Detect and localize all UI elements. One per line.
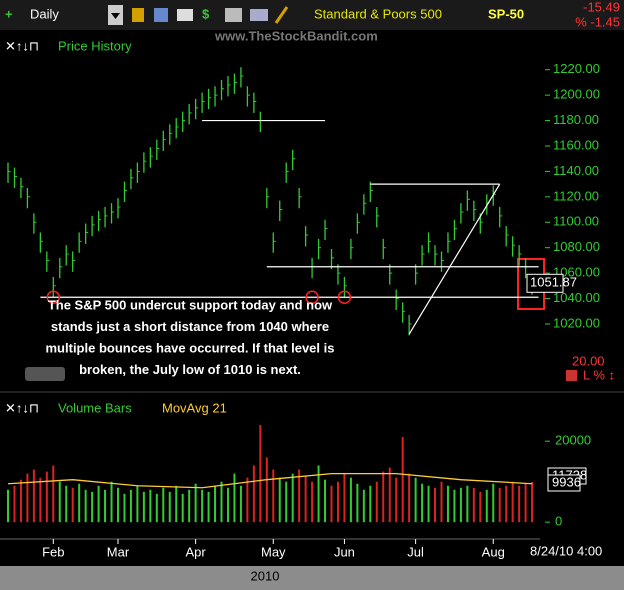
symbol: SP-50: [488, 6, 524, 21]
save-icon[interactable]: [154, 8, 168, 22]
annotation: broken, the July low of 1010 is next.: [79, 362, 301, 377]
y-tick-label: 1060.00: [553, 265, 600, 280]
x-tick-label: Feb: [42, 544, 64, 559]
date-label: 8/24/10 4:00: [530, 543, 602, 558]
y-tick-label: 0: [555, 514, 562, 529]
symbol-name: Standard & Poors 500: [314, 6, 442, 21]
x-tick-label: May: [261, 544, 286, 559]
add-icon[interactable]: +: [5, 6, 13, 21]
percent-change: % -1.45: [575, 14, 620, 29]
indicator-label: 20.00: [572, 353, 605, 368]
y-tick-label: 1140.00: [553, 163, 599, 178]
last-price-box: [526, 273, 564, 293]
y-tick-label: 1200.00: [553, 87, 600, 102]
x-tick-label: Mar: [107, 544, 130, 559]
print-icon[interactable]: [225, 8, 242, 22]
volume-box: [547, 474, 581, 492]
y-tick-label: 1220.00: [553, 61, 600, 76]
options-icons[interactable]: L % ↕: [583, 367, 615, 382]
trend-line: [408, 183, 501, 335]
year-label: 2010: [251, 568, 280, 583]
moving-average: [7, 472, 533, 489]
dropdown-arrow: [111, 13, 120, 19]
panel-icons[interactable]: ✕↑↓⊓: [5, 38, 39, 53]
y-tick-label: 1160.00: [553, 137, 599, 152]
y-tick-label: 1120.00: [553, 188, 599, 203]
note-icon[interactable]: [250, 9, 268, 21]
y-tick-label: 20000: [555, 433, 591, 448]
annotation: The S&P 500 undercut support today and n…: [48, 297, 333, 312]
y-tick-label: 1080.00: [553, 239, 600, 254]
ma-title: MovAvg 21: [162, 400, 227, 415]
x-tick-label: Jun: [334, 544, 355, 559]
x-tick-label: Apr: [186, 544, 207, 559]
alert-icon[interactable]: [566, 370, 577, 381]
watermark: www.TheStockBandit.com: [214, 28, 378, 43]
lock-icon[interactable]: [132, 8, 144, 22]
volume-value: 9936: [552, 474, 581, 489]
low-marker: [305, 290, 319, 305]
panel-icons[interactable]: ✕↑↓⊓: [5, 400, 39, 415]
annotation: multiple bounces have occurred. If that …: [46, 340, 335, 355]
y-tick-label: 1100.00: [553, 214, 599, 229]
year-bar: [0, 566, 624, 590]
y-tick-label: 1020.00: [553, 315, 600, 330]
mail-icon[interactable]: [177, 9, 193, 21]
annotation: stands just a short distance from 1040 w…: [51, 319, 329, 334]
y-tick-label: 1180.00: [553, 112, 599, 127]
pencil-icon[interactable]: [274, 6, 289, 24]
panel-title: Price History: [58, 38, 132, 53]
x-tick-label: Aug: [482, 544, 505, 559]
interval[interactable]: Daily: [30, 6, 59, 21]
low-marker: [46, 290, 61, 305]
dollar-icon[interactable]: $: [202, 6, 210, 21]
y-tick-label: 1040.00: [553, 290, 600, 305]
change: -15.49: [583, 0, 620, 14]
low-marker: [337, 290, 352, 305]
scroll-button[interactable]: [25, 367, 65, 381]
panel-title: Volume Bars: [58, 400, 132, 415]
x-tick-label: Jul: [407, 544, 424, 559]
toolbar: [0, 0, 624, 30]
last-price: 1051.87: [530, 275, 577, 290]
